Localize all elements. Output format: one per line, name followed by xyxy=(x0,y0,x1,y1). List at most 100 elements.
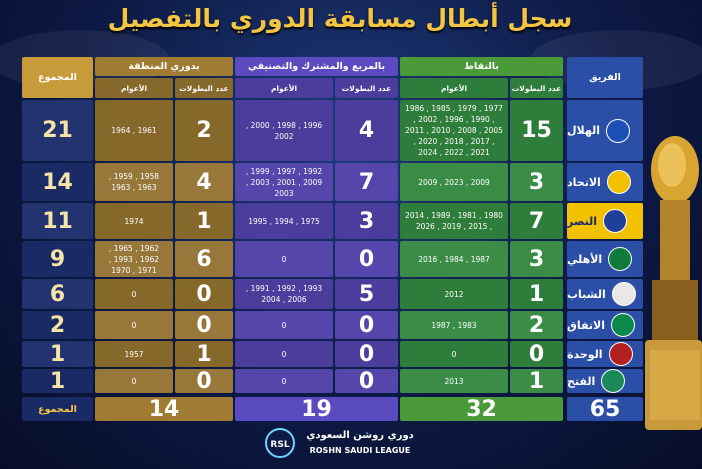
totals-value: 14 xyxy=(95,397,233,421)
years-header: الأعوام xyxy=(235,78,333,98)
count-cell: 6 xyxy=(175,241,233,277)
years-cell: 1980 , 1981 , 1989 , 2014 , 2015 , 2019 … xyxy=(400,203,508,239)
count-cell: 3 xyxy=(510,241,563,277)
group-header: بالنقاط xyxy=(400,57,563,76)
count-header: عدد البطولات xyxy=(175,78,233,98)
team-name: الشباب xyxy=(567,287,606,301)
count-cell: 7 xyxy=(335,163,398,201)
years-cell: 0 xyxy=(95,369,173,393)
count-cell: 7 xyxy=(510,203,563,239)
total-cell: 11 xyxy=(22,203,93,239)
team-logo xyxy=(608,342,633,366)
count-cell: 0 xyxy=(335,311,398,339)
count-cell: 0 xyxy=(335,241,398,277)
years-cell: 1996 , 1998 , 2000 , 2002 xyxy=(235,100,333,161)
team-cell: الاتفاق xyxy=(567,311,643,339)
count-cell: 0 xyxy=(335,369,398,393)
years-cell: 1975 , 1994 , 1995 xyxy=(235,203,333,239)
count-cell: 4 xyxy=(335,100,398,161)
count-cell: 0 xyxy=(175,279,233,309)
team-cell: الهلال xyxy=(567,100,643,161)
total-cell: 21 xyxy=(22,100,93,161)
total-cell: 14 xyxy=(22,163,93,201)
total-cell: 6 xyxy=(22,279,93,309)
team-name: الهلال xyxy=(567,124,601,137)
league-name-ar: دوري روشن السعودي xyxy=(306,430,414,441)
years-cell: 0 xyxy=(400,341,508,367)
count-cell: 0 xyxy=(510,341,563,367)
trophy xyxy=(645,136,702,430)
count-cell: 15 xyxy=(510,100,563,161)
count-cell: 3 xyxy=(335,203,398,239)
years-cell: 1977 , 1979 , 1985 , 1986 , 1990 , 1996 … xyxy=(400,100,508,161)
team-logo xyxy=(608,247,633,271)
group-header: بدوري المنطقة xyxy=(95,57,233,76)
team-header: الفريق xyxy=(567,57,643,98)
years-header: الأعوام xyxy=(95,78,173,98)
years-cell: 0 xyxy=(235,241,333,277)
count-cell: 3 xyxy=(510,163,563,201)
years-cell: 1993 , 1992 , 1991 , 2006 , 2004 xyxy=(235,279,333,309)
count-cell: 0 xyxy=(335,341,398,367)
grand-total: 65 xyxy=(567,397,643,421)
group-header: بالمربع والمشترك والتصنيفي xyxy=(235,57,398,76)
years-cell: 1983 , 1987 xyxy=(400,311,508,339)
count-cell: 1 xyxy=(510,369,563,393)
years-cell: 1961 , 1964 xyxy=(95,100,173,161)
years-cell: 1987 , 1984 , 2016 xyxy=(400,241,508,277)
count-header: عدد البطولات xyxy=(510,78,563,98)
years-cell: 0 xyxy=(235,369,333,393)
years-header: الأعوام xyxy=(400,78,508,98)
team-name: الوحدة xyxy=(567,347,603,361)
totals-value: 32 xyxy=(400,397,563,421)
total-header: المجموع xyxy=(22,57,93,98)
team-logo xyxy=(603,209,628,233)
years-cell: 2012 xyxy=(400,279,508,309)
count-cell: 2 xyxy=(175,100,233,161)
count-cell: 1 xyxy=(510,279,563,309)
count-cell: 2 xyxy=(510,311,563,339)
team-cell: الفتح xyxy=(567,369,643,393)
team-name: الفتح xyxy=(567,374,596,388)
team-cell: الأهلي xyxy=(567,241,643,277)
team-name: الأهلي xyxy=(567,252,603,266)
years-cell: 2013 xyxy=(400,369,508,393)
team-cell: الشباب xyxy=(567,279,643,309)
totals-label: المجموع xyxy=(22,397,93,421)
totals-value: 19 xyxy=(235,397,398,421)
team-name: النصر xyxy=(567,214,598,228)
league-logo: RSL xyxy=(260,426,300,460)
total-cell: 9 xyxy=(22,241,93,277)
team-cell: الوحدة xyxy=(567,341,643,367)
count-cell: 0 xyxy=(175,311,233,339)
total-cell: 2 xyxy=(22,311,93,339)
team-logo xyxy=(601,369,626,393)
team-name: الاتفاق xyxy=(567,318,605,332)
title: سجل أبطال مسابقة الدوري بالتفصيل xyxy=(107,4,573,33)
league-logo-mark: RSL xyxy=(265,428,295,458)
team-cell: النصر xyxy=(567,203,643,239)
years-cell: 0 xyxy=(95,279,173,309)
team-logo xyxy=(610,313,635,337)
team-logo xyxy=(606,118,631,143)
years-cell: 1962 , 1965 , 1962 , 1993 , 1971 , 1970 xyxy=(95,241,173,277)
league-name-en: ROSHN SAUDI LEAGUE xyxy=(309,446,411,455)
years-cell: 0 xyxy=(235,311,333,339)
years-cell: 2009 , 2023 , 2009 xyxy=(400,163,508,201)
total-cell: 1 xyxy=(22,341,93,367)
team-logo xyxy=(606,170,631,194)
count-cell: 5 xyxy=(335,279,398,309)
count-cell: 4 xyxy=(175,163,233,201)
count-cell: 1 xyxy=(175,203,233,239)
count-cell: 1 xyxy=(175,341,233,367)
team-name: الاتحاد xyxy=(567,175,601,189)
team-logo xyxy=(611,282,636,306)
team-cell: الاتحاد xyxy=(567,163,643,201)
years-cell: 1958 , 1959 , 1963 , 1963 xyxy=(95,163,173,201)
years-cell: 1957 xyxy=(95,341,173,367)
count-header: عدد البطولات xyxy=(335,78,398,98)
total-cell: 1 xyxy=(22,369,93,393)
league-abbr: RSL xyxy=(270,440,289,450)
years-cell: 1992 , 1997 , 1999 , 2009 , 2001 , 2003 … xyxy=(235,163,333,201)
